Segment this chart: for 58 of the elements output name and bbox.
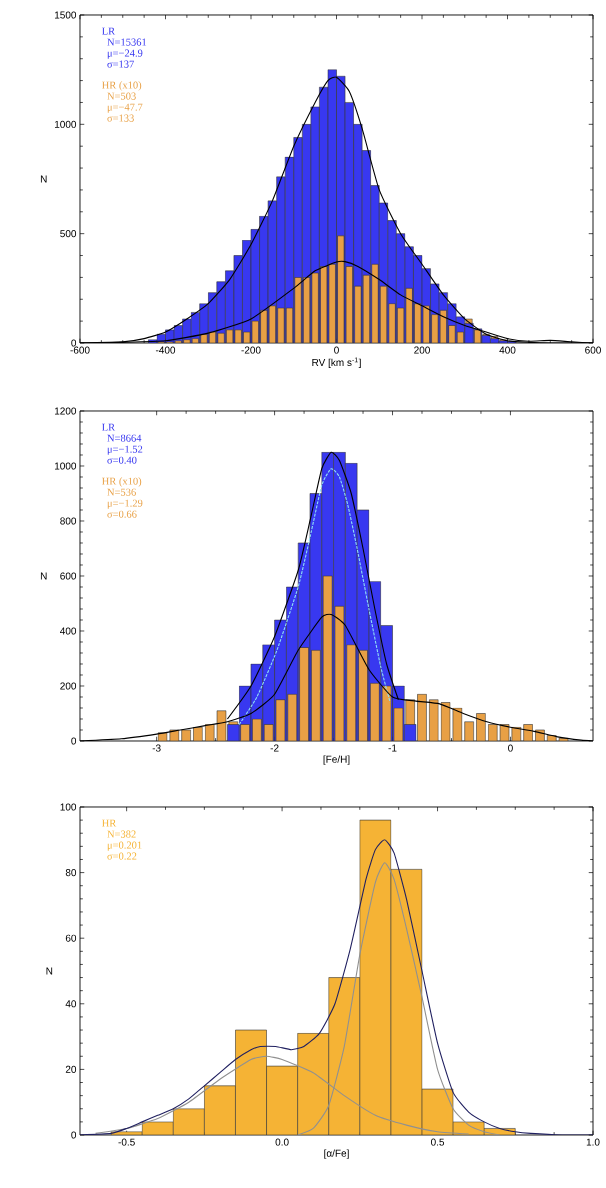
annotation: σ=0.22 <box>107 852 137 860</box>
x-tick-label: 200 <box>414 346 430 354</box>
annotation: μ=−47.7 <box>107 103 143 113</box>
y-axis-title: N <box>40 572 47 580</box>
x-tick-label: 0.0 <box>275 1138 289 1146</box>
y-axis-title: N <box>40 175 47 183</box>
y-tick-label: 1000 <box>54 462 77 470</box>
annotation: σ=0.66 <box>107 510 137 518</box>
y-tick-label: 20 <box>65 1065 77 1073</box>
annotation: μ=−1.29 <box>107 499 143 509</box>
annotation: N=536 <box>107 488 136 496</box>
text: LR <box>102 27 116 35</box>
y-tick-label: 0 <box>71 737 77 745</box>
y-tick-label: 40 <box>65 1000 77 1008</box>
y-tick-label: 60 <box>65 934 77 942</box>
x-tick-label: -1 <box>388 744 397 752</box>
x-tick-label: 0 <box>334 346 339 354</box>
x-tick-label: 1.0 <box>586 1138 600 1146</box>
x-tick-label: -400 <box>155 346 176 354</box>
x-axis-title: [Fe/H] <box>323 755 350 765</box>
y-tick-label: 800 <box>60 517 77 525</box>
annotation: μ=−24.9 <box>107 49 143 59</box>
text: LR <box>102 423 116 431</box>
y-tick-label: 200 <box>60 682 77 690</box>
annotation: σ=137 <box>107 60 134 68</box>
y-tick-label: 0 <box>71 1131 77 1139</box>
x-tick-label: -200 <box>241 346 261 354</box>
y-tick-label: 1000 <box>54 120 77 128</box>
text: HR (x10) <box>102 81 142 91</box>
annotation: N=15361 <box>107 38 147 46</box>
x-tick-label: -600 <box>70 346 90 354</box>
y-tick-label: 1500 <box>54 11 77 19</box>
y-tick-label: 80 <box>65 869 77 877</box>
y-tick-label: 400 <box>60 627 77 635</box>
text: HR <box>102 819 117 827</box>
annotation: μ=0.201 <box>107 841 142 851</box>
x-tick-label: -3 <box>152 744 161 752</box>
x-tick-label: 0 <box>508 744 513 752</box>
y-tick-label: 100 <box>60 803 77 811</box>
x-axis-title: RV [km s$^{-1}$] <box>312 357 361 368</box>
x-tick-label: 600 <box>585 346 601 354</box>
annotation: N=8664 <box>107 434 142 442</box>
x-tick-label: 0.5 <box>430 1138 445 1146</box>
x-tick-label: -2 <box>270 744 279 752</box>
annotation: N=382 <box>107 830 136 838</box>
y-tick-label: 600 <box>60 572 77 580</box>
y-tick-label: 1200 <box>54 407 77 415</box>
y-tick-label: 0 <box>71 339 77 347</box>
annotation: μ=−1.52 <box>107 445 143 455</box>
x-axis-title: [α/Fe] <box>324 1149 349 1159</box>
y-tick-label: 500 <box>60 230 77 238</box>
annotation: N=503 <box>107 92 136 100</box>
annotation: σ=0.40 <box>107 456 137 464</box>
text: HR (x10) <box>102 477 142 487</box>
x-tick-label: 400 <box>499 346 516 354</box>
y-axis-title: N <box>46 967 53 975</box>
x-tick-label: -0.5 <box>118 1138 135 1146</box>
annotation: σ=133 <box>107 114 134 122</box>
